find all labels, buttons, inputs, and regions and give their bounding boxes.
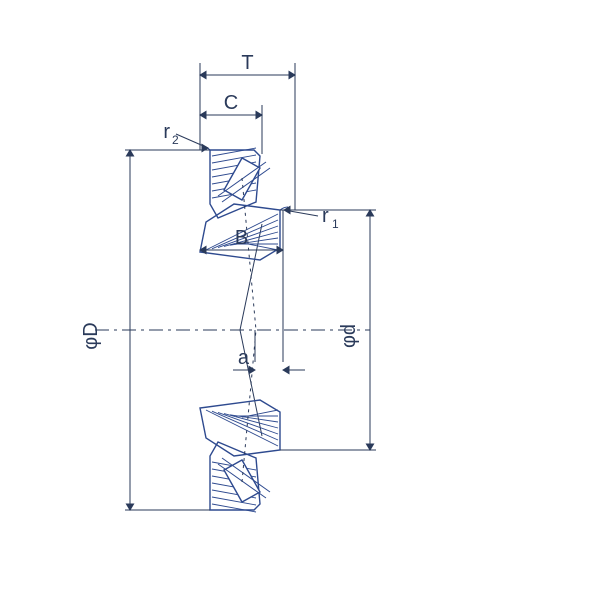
dim-C (190, 91, 272, 119)
dim-B (190, 226, 293, 254)
dim-phid (358, 210, 398, 450)
dim-T (190, 51, 305, 79)
dim-phiD (90, 150, 140, 510)
label-r2 (140, 115, 190, 145)
label-r1 (300, 200, 350, 230)
dim-a (225, 348, 305, 376)
